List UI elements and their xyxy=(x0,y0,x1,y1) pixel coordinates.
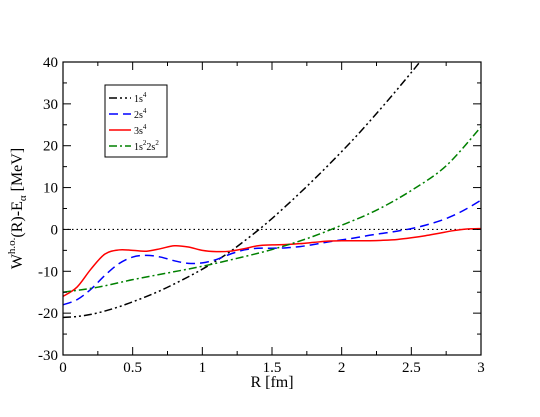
x-tick-label: 0 xyxy=(59,360,67,376)
y-tick-label: 30 xyxy=(43,97,58,113)
y-tick-label: -10 xyxy=(38,264,58,280)
x-tick-label: 1.5 xyxy=(263,360,282,376)
x-axis-title: R [fm] xyxy=(250,374,293,391)
series-line-1s22s2 xyxy=(63,126,481,293)
legend: 1s4 2s4 3s4 1s22s2 xyxy=(104,84,168,158)
x-tick-label: 2 xyxy=(338,360,346,376)
legend-label-2s4: 2s4 xyxy=(134,107,147,121)
legend-label-1s4: 1s4 xyxy=(134,91,147,105)
legend-label-3s4: 3s4 xyxy=(134,123,147,137)
plot-area xyxy=(63,62,481,319)
legend-box xyxy=(104,84,168,158)
y-tick-label: 10 xyxy=(43,181,58,197)
y-tick-label: 0 xyxy=(51,222,59,238)
series-line-3s4 xyxy=(63,227,481,298)
x-tick-label: 2.5 xyxy=(402,360,421,376)
y-tick-label: -30 xyxy=(38,348,58,364)
x-tick-label: 1 xyxy=(199,360,207,376)
y-tick-label: 40 xyxy=(43,55,58,71)
x-tick-label: 3 xyxy=(477,360,485,376)
y-tick-label: 20 xyxy=(43,139,58,155)
series-line-2s4 xyxy=(63,199,481,306)
x-tick-label: 0.5 xyxy=(123,360,142,376)
y-axis-title: Wh.o.(R)-Eα [MeV] xyxy=(6,148,29,269)
axes: 0 0.5 1 1.5 2 2.5 3 -30 -20 -10 0 10 20 30 40 xyxy=(38,55,485,376)
y-tick-label: -20 xyxy=(38,306,58,322)
legend-label-1s22s2: 1s22s2 xyxy=(134,139,159,153)
